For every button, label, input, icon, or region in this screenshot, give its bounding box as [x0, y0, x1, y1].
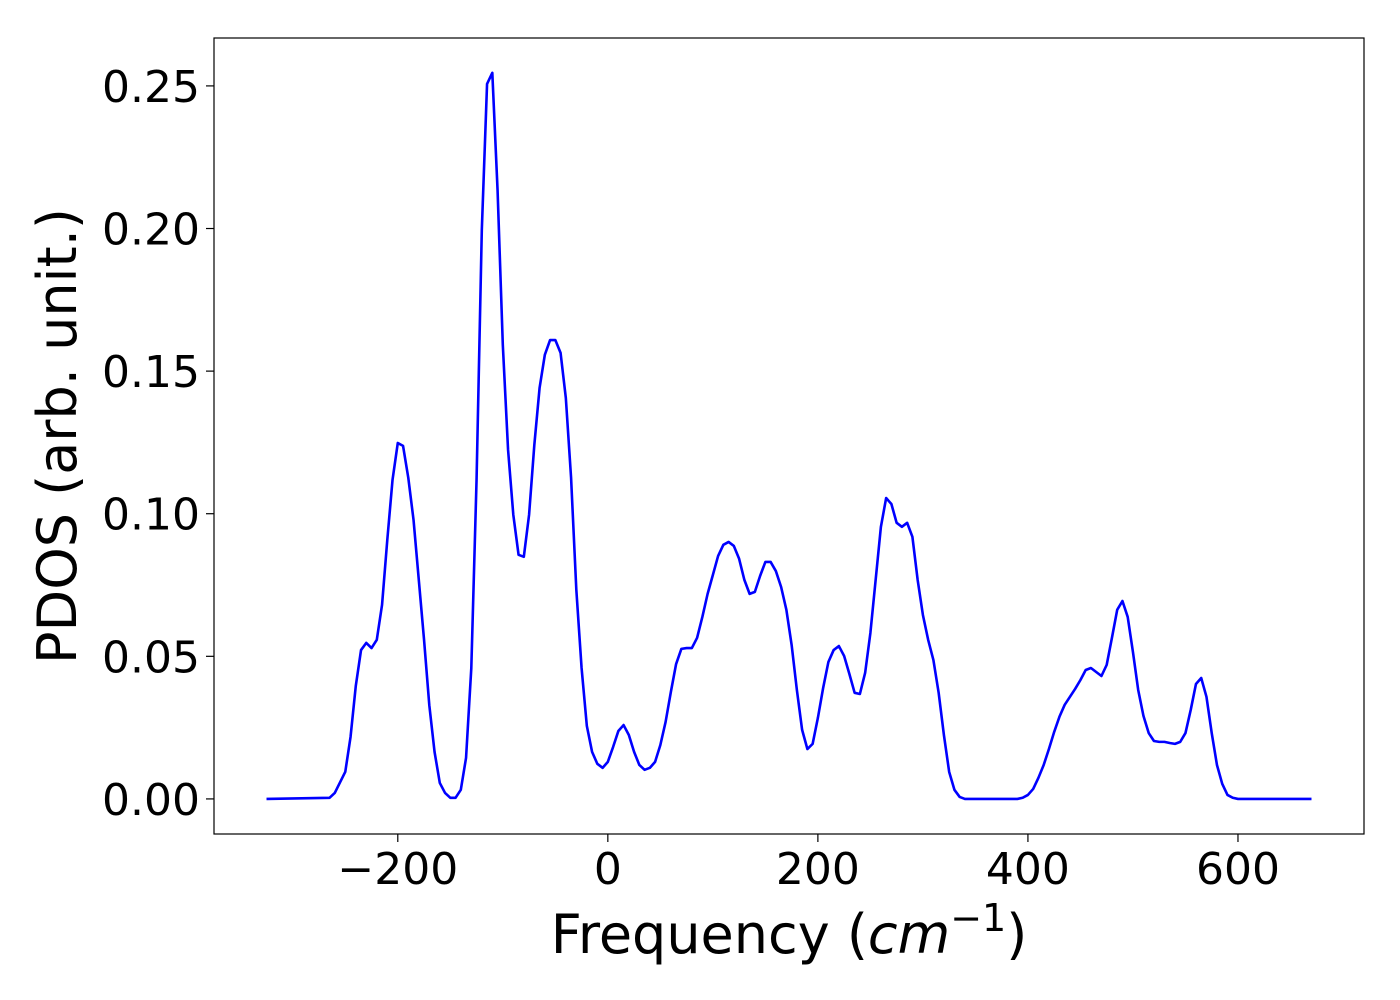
data-line: [266, 71, 1312, 801]
x-label-exponent: −1: [950, 896, 1006, 940]
y-tick-label: 0.20: [102, 205, 200, 256]
x-tick-label: 0: [594, 844, 622, 895]
y-tick-label: 0.05: [102, 632, 200, 683]
y-tick-label: 0.25: [102, 62, 200, 113]
x-tick-label: 400: [986, 844, 1070, 895]
x-tick-label: 600: [1196, 844, 1280, 895]
y-tick-label: 0.00: [102, 775, 200, 826]
x-axis-label: Frequency (cm−1): [551, 896, 1028, 966]
y-axis-label: PDOS (arb. unit.): [26, 208, 89, 664]
y-tick-label: 0.10: [102, 490, 200, 541]
y-tick-label: 0.15: [102, 347, 200, 398]
plot-frame: [213, 37, 1365, 835]
x-tick-label: −200: [337, 844, 458, 895]
x-tick-label: 200: [776, 844, 860, 895]
x-label-close: ): [1006, 903, 1027, 966]
x-label-text: Frequency (: [551, 903, 868, 966]
x-label-math: cm: [868, 903, 950, 966]
